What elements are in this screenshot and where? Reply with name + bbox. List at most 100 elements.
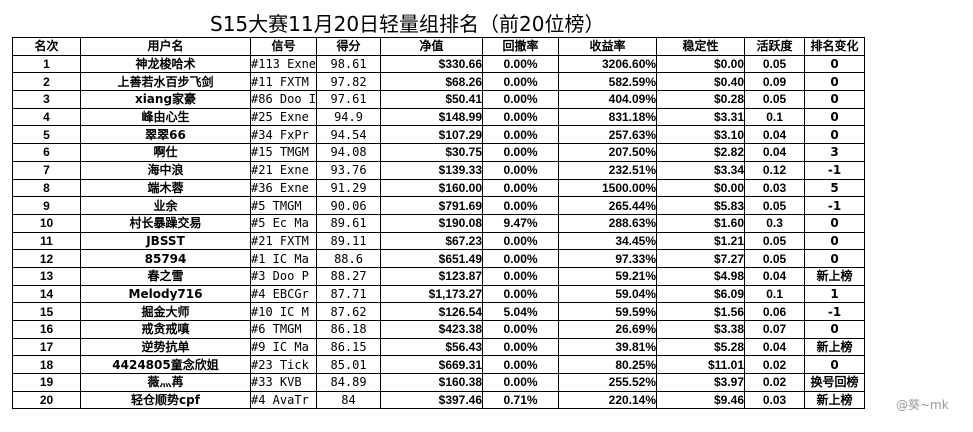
col-header-stability: 稳定性: [656, 37, 746, 56]
cell-stability: $3.97: [656, 373, 746, 392]
cell-change: 0: [804, 72, 866, 92]
cell-user: 村长暴躁交易: [80, 213, 251, 233]
cell-rank: 16: [12, 320, 81, 339]
cell-stability: $0.00: [656, 54, 746, 74]
cell-stability: $1.60: [656, 213, 746, 233]
cell-return: 220.14%: [558, 390, 658, 410]
cell-drawdown: 9.47%: [482, 213, 560, 233]
cell-score: 88.6: [316, 249, 382, 268]
cell-signal: #25 Exne: [249, 107, 318, 127]
cell-rank: 4: [12, 107, 81, 127]
cell-return: 34.45%: [558, 231, 658, 251]
cell-signal: #4 EBCGr: [249, 284, 318, 304]
cell-change: 0: [804, 355, 866, 375]
cell-stability: $1.56: [656, 302, 746, 321]
cell-change: 0: [804, 249, 866, 268]
table-row: 10 村长暴躁交易 #5 Ec Ma 89.61 $190.08 9.47% 288.63%…: [12, 213, 866, 233]
cell-user: 啊仕: [80, 143, 251, 162]
cell-nav: $107.29: [380, 125, 484, 145]
cell-return: 3206.60%: [558, 54, 658, 74]
cell-drawdown: 0.00%: [482, 72, 560, 92]
cell-activity: 0.05: [744, 90, 806, 109]
table-row: 11 JBSST #21 FXTM 89.11 $67.23 0.00% 34.45% $1.…: [12, 231, 866, 251]
cell-change: -1: [804, 160, 866, 180]
cell-nav: $160.00: [380, 178, 484, 198]
cell-user: 春之雪: [80, 266, 251, 286]
cell-score: 94.54: [316, 125, 382, 145]
cell-score: 85.01: [316, 355, 382, 375]
cell-stability: $9.46: [656, 390, 746, 410]
cell-return: 97.33%: [558, 249, 658, 268]
cell-score: 87.62: [316, 302, 382, 321]
table-row: 17 逆势抗单 #9 IC Ma 86.15 $56.43 0.00% 39.81% $5.2…: [12, 337, 866, 357]
cell-change: 新上榜: [804, 390, 866, 410]
cell-rank: 10: [12, 213, 81, 233]
cell-stability: $3.31: [656, 107, 746, 127]
cell-return: 288.63%: [558, 213, 658, 233]
cell-activity: 0.03: [744, 390, 806, 410]
cell-drawdown: 0.00%: [482, 320, 560, 339]
cell-rank: 15: [12, 302, 81, 321]
cell-nav: $160.38: [380, 373, 484, 392]
cell-user: Melody716: [80, 284, 251, 304]
cell-drawdown: 0.00%: [482, 337, 560, 357]
table-row: 15 掘金大师 #10 IC M 87.62 $126.54 5.04% 59.59% $1.…: [12, 302, 866, 321]
cell-drawdown: 0.00%: [482, 143, 560, 162]
cell-change: 0: [804, 107, 866, 127]
cell-user: 薇灬苒: [80, 373, 251, 392]
cell-return: 255.52%: [558, 373, 658, 392]
cell-stability: $2.82: [656, 143, 746, 162]
cell-activity: 0.05: [744, 231, 806, 251]
cell-score: 97.82: [316, 72, 382, 92]
table-row: 8 端木蓉 #36 Exne 91.29 $160.00 0.00% 1500.00% $0.…: [12, 178, 866, 198]
cell-activity: 0.07: [744, 320, 806, 339]
cell-rank: 17: [12, 337, 81, 357]
cell-rank: 20: [12, 390, 81, 410]
cell-activity: 0.05: [744, 249, 806, 268]
cell-nav: $1,173.27: [380, 284, 484, 304]
cell-stability: $3.34: [656, 160, 746, 180]
table-row: 18 4424805童念欣姐 #23 Tick 85.01 $669.31 0.00% 80…: [12, 355, 866, 375]
cell-return: 404.09%: [558, 90, 658, 109]
cell-signal: #5 Ec Ma: [249, 213, 318, 233]
cell-return: 59.59%: [558, 302, 658, 321]
cell-change: 换号回榜: [804, 373, 866, 392]
cell-return: 831.18%: [558, 107, 658, 127]
cell-user: 端木蓉: [80, 178, 251, 198]
cell-drawdown: 0.71%: [482, 390, 560, 410]
cell-signal: #4 AvaTr: [249, 390, 318, 410]
cell-user: 戒贪戒嗔: [80, 320, 251, 339]
cell-return: 80.25%: [558, 355, 658, 375]
cell-nav: $56.43: [380, 337, 484, 357]
table-row: 3 xiang家豪 #86 Doo I 97.61 $50.41 0.00% 404.09%…: [12, 90, 866, 109]
cell-user: 业余: [80, 196, 251, 215]
cell-change: 0: [804, 54, 866, 74]
cell-stability: $0.28: [656, 90, 746, 109]
cell-score: 93.76: [316, 160, 382, 180]
cell-activity: 0.03: [744, 178, 806, 198]
cell-user: 4424805童念欣姐: [80, 355, 251, 375]
cell-score: 91.29: [316, 178, 382, 198]
cell-user: 85794: [80, 249, 251, 268]
cell-score: 84.89: [316, 373, 382, 392]
cell-change: -1: [804, 196, 866, 215]
cell-change: 0: [804, 90, 866, 109]
page-title: S15大赛11月20日轻量组排名（前20位榜）: [210, 12, 605, 36]
cell-signal: #23 Tick: [249, 355, 318, 375]
table-row: 14 Melody716 #4 EBCGr 87.71 $1,173.27 0.00% 59…: [12, 284, 866, 304]
cell-rank: 19: [12, 373, 81, 392]
table-row: 12 85794 #1 IC Ma 88.6 $651.49 0.00% 97.33% $7.…: [12, 249, 866, 268]
cell-return: 582.59%: [558, 72, 658, 92]
table-row: 13 春之雪 #3 Doo P 88.27 $123.87 0.00% 59.21% $4.9…: [12, 266, 866, 286]
cell-nav: $50.41: [380, 90, 484, 109]
cell-change: 3: [804, 143, 866, 162]
cell-nav: $68.26: [380, 72, 484, 92]
cell-rank: 3: [12, 90, 81, 109]
cell-activity: 0.02: [744, 355, 806, 375]
cell-return: 257.63%: [558, 125, 658, 145]
cell-user: 逆势抗单: [80, 337, 251, 357]
cell-nav: $423.38: [380, 320, 484, 339]
cell-return: 207.50%: [558, 143, 658, 162]
cell-drawdown: 0.00%: [482, 90, 560, 109]
cell-drawdown: 0.00%: [482, 178, 560, 198]
